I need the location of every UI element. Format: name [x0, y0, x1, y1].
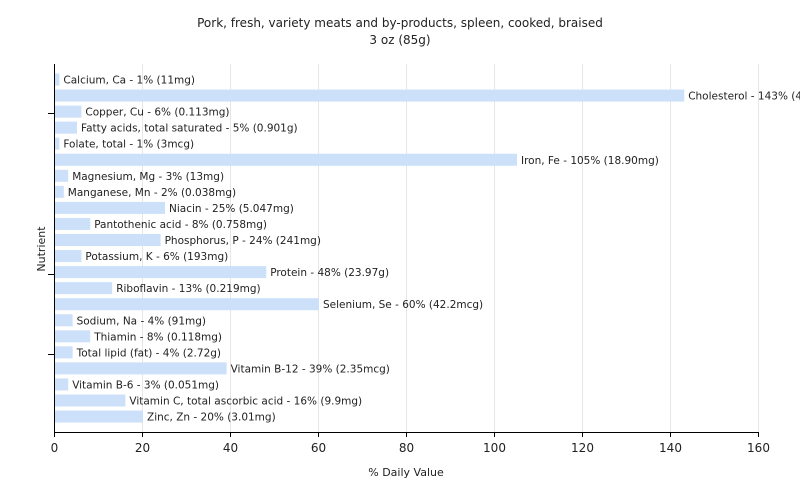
x-tick-label-140: 140 — [659, 441, 682, 455]
bar-9 — [55, 217, 91, 230]
chart-title: Pork, fresh, variety meats and by-produc… — [197, 16, 603, 30]
x-tick-label-80: 80 — [399, 441, 414, 455]
bar-1 — [55, 89, 685, 102]
bar-21 — [55, 410, 143, 423]
bar-18 — [55, 362, 227, 375]
bar-12 — [55, 266, 267, 279]
bar-label-21: Zinc, Zn - 20% (3.01mg) — [147, 412, 276, 424]
x-tick-label-20: 20 — [135, 441, 150, 455]
bar-label-20: Vitamin C, total ascorbic acid - 16% (9.… — [129, 396, 362, 408]
bar-label-2: Copper, Cu - 6% (0.113mg) — [85, 107, 229, 119]
bar-4 — [55, 137, 60, 150]
bar-11 — [55, 250, 82, 263]
bar-3 — [55, 121, 77, 134]
x-axis-label: % Daily Value — [368, 466, 444, 479]
bar-label-1: Cholesterol - 143% (428mg) — [688, 91, 800, 103]
bar-label-17: Total lipid (fat) - 4% (2.72g) — [76, 347, 221, 359]
bar-label-0: Calcium, Ca - 1% (11mg) — [63, 75, 195, 87]
bar-5 — [55, 153, 517, 166]
bar-8 — [55, 201, 165, 214]
gridlines — [142, 64, 759, 432]
bar-label-13: Riboflavin - 13% (0.219mg) — [116, 283, 260, 295]
y-axis-label: Nutrient — [35, 226, 48, 272]
chart-subtitle: 3 oz (85g) — [369, 33, 430, 47]
bar-label-7: Manganese, Mn - 2% (0.038mg) — [68, 187, 236, 199]
x-tick-label-160: 160 — [747, 441, 770, 455]
bar-label-14: Selenium, Se - 60% (42.2mcg) — [323, 299, 483, 311]
bar-20 — [55, 394, 126, 407]
bar-label-11: Potassium, K - 6% (193mg) — [85, 251, 228, 263]
x-tick-label-40: 40 — [223, 441, 238, 455]
x-tick-label-60: 60 — [311, 441, 326, 455]
bar-label-19: Vitamin B-6 - 3% (0.051mg) — [72, 379, 219, 391]
axes-group: 0 20 40 60 80 100 120 140 160 — [48, 64, 770, 455]
bar-label-8: Niacin - 25% (5.047mg) — [169, 203, 294, 215]
bar-19 — [55, 378, 69, 391]
bar-label-18: Vitamin B-12 - 39% (2.35mcg) — [231, 363, 390, 375]
bar-label-6: Magnesium, Mg - 3% (13mg) — [72, 171, 224, 183]
bar-0 — [55, 73, 60, 86]
bar-2 — [55, 105, 82, 118]
bar-label-10: Phosphorus, P - 24% (241mg) — [165, 235, 321, 247]
bar-7 — [55, 185, 64, 198]
bar-15 — [55, 314, 73, 327]
x-tick-label-0: 0 — [51, 441, 59, 455]
bar-label-9: Pantothenic acid - 8% (0.758mg) — [94, 219, 267, 231]
bar-label-3: Fatty acids, total saturated - 5% (0.901… — [81, 123, 298, 135]
x-tick-label-120: 120 — [571, 441, 594, 455]
bar-label-16: Thiamin - 8% (0.118mg) — [93, 331, 222, 343]
x-tick-label-100: 100 — [483, 441, 506, 455]
bar-17 — [55, 346, 73, 359]
bar-10 — [55, 234, 161, 246]
bar-13 — [55, 282, 113, 295]
bar-label-12: Protein - 48% (23.97g) — [270, 267, 389, 279]
bar-16 — [55, 330, 91, 343]
bar-6 — [55, 169, 69, 182]
bar-14 — [55, 298, 319, 311]
bar-label-15: Sodium, Na - 4% (91mg) — [77, 315, 206, 327]
bar-label-4: Folate, total - 1% (3mcg) — [63, 139, 194, 151]
bar-label-5: Iron, Fe - 105% (18.90mg) — [521, 155, 659, 167]
bars-group: Calcium, Ca - 1% (11mg) Cholesterol - 143… — [55, 73, 800, 424]
